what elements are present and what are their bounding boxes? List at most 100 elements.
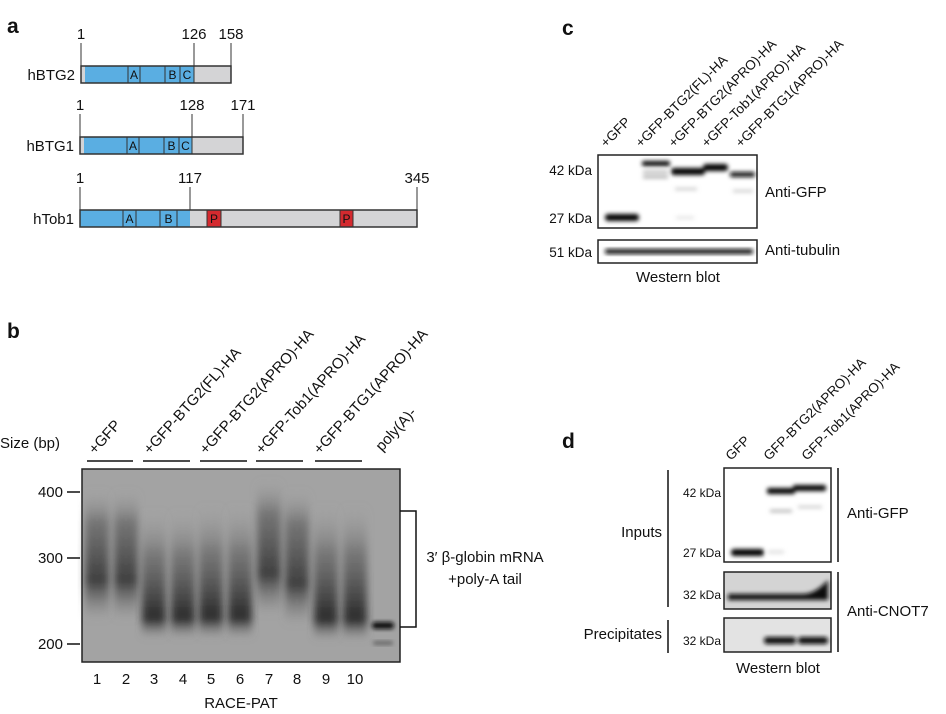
bracket-label-line1: 3′ β-globin mRNA — [426, 549, 543, 566]
marker-32kda-inputs: 32 kDa — [683, 588, 721, 602]
lane-smear — [142, 510, 166, 638]
panel-d: d GFP GFP-BTG2(APRO)-HAGFP-Tob1(APRO)-HA … — [562, 355, 929, 677]
lane-group-label: +GFP — [85, 417, 124, 458]
input-gfp-bands — [731, 485, 826, 556]
lane-smear — [314, 505, 338, 640]
residue-number-end: 171 — [230, 97, 255, 114]
lane-number: 9 — [322, 671, 330, 688]
size-axis-label: Size (bp) — [0, 435, 60, 452]
input-anti-gfp-blot — [723, 467, 832, 563]
lane-number: 3 — [150, 671, 158, 688]
gfp-bands — [605, 161, 755, 221]
motif-label: P — [342, 212, 350, 226]
precipitate-anti-cnot7-blot — [723, 617, 832, 653]
caption-western-blot: Western blot — [636, 269, 721, 286]
lane-number: 7 — [265, 671, 273, 688]
marker-42kda: 42 kDa — [549, 163, 592, 178]
section-precipitates: Precipitates — [584, 626, 662, 643]
panel-b: b Size (bp) +GFP +GFP-BTG2(FL)-HA+GFP-BTG… — [0, 320, 544, 712]
protein-outline — [80, 65, 232, 84]
lane-smear — [85, 490, 109, 620]
panel-label-d: d — [562, 430, 575, 453]
marker-51kda: 51 kDa — [549, 245, 592, 260]
panel-label-a: a — [7, 15, 19, 38]
box-label: B — [167, 139, 175, 153]
residue-number-end: 345 — [404, 170, 429, 187]
lane-smear — [257, 480, 281, 615]
panel-label-b: b — [7, 320, 20, 343]
lane-number: 2 — [122, 671, 130, 688]
lane-group-label: +GFP-BTG1(APRO)-HA — [310, 326, 431, 458]
lane-smear — [114, 490, 138, 620]
box-label: A — [125, 212, 133, 226]
residue-number-domain_end: 126 — [181, 26, 206, 43]
lane-label: +GFP — [598, 114, 634, 150]
size-tick-label: 300 — [38, 550, 63, 567]
input-anti-cnot7-blot — [723, 571, 832, 610]
lane-smear — [285, 490, 309, 625]
antibody-anti-gfp: Anti-GFP — [847, 505, 909, 522]
tubulin-band — [605, 249, 753, 254]
lane-smear — [199, 505, 223, 638]
bracket-label-line2: +poly-A tail — [448, 571, 522, 588]
panel-c: c +GFP +GFP-BTG2(FL)-HA+GFP-BTG2(APRO)-HA… — [549, 17, 846, 286]
antibody-anti-cnot7: Anti-CNOT7 — [847, 603, 929, 620]
protein-outline — [79, 209, 418, 228]
lane-number: 1 — [93, 671, 101, 688]
lane-number: 10 — [347, 671, 364, 688]
box-label: A — [130, 68, 138, 82]
protein-outline — [79, 136, 244, 155]
panel-label-c: c — [562, 17, 574, 40]
protein-hBTG2: hBTG2 A B C 1 126 158 — [27, 26, 243, 84]
lane-group-label: +GFP-BTG2(FL)-HA — [140, 344, 244, 457]
x-axis-label: RACE-PAT — [204, 695, 278, 712]
size-tick-label: 200 — [38, 636, 63, 653]
lane-group-label: +GFP-Tob1(APRO)-HA — [252, 331, 369, 458]
lane-smear — [343, 505, 367, 640]
box-label: C — [183, 68, 192, 82]
box-label: B — [164, 212, 172, 226]
gel-smears — [85, 480, 394, 645]
lane-label: GFP — [723, 433, 753, 463]
motif-label: P — [210, 212, 218, 226]
protein-hTob1: hTob1 A B P P 1 117 345 — [33, 170, 429, 228]
input-cnot7-band — [728, 580, 828, 600]
residue-number-start: 1 — [77, 26, 85, 43]
caption-western-blot: Western blot — [736, 660, 821, 677]
antibody-anti-tubulin: Anti-tubulin — [765, 242, 840, 259]
size-ticks: 400 300 200 — [38, 484, 80, 653]
residue-number-start: 1 — [76, 97, 84, 114]
box-label: A — [129, 139, 137, 153]
protein-name: hTob1 — [33, 211, 74, 228]
size-tick-label: 400 — [38, 484, 63, 501]
lane-smear — [171, 510, 195, 638]
box-label: C — [181, 139, 190, 153]
marker-27kda: 27 kDa — [549, 211, 592, 226]
section-inputs: Inputs — [621, 524, 662, 541]
lane-group-labels: +GFP +GFP-BTG2(FL)-HA+GFP-BTG2(APRO)-HA+G… — [85, 326, 431, 462]
lane-group-label: poly(A)- — [372, 404, 420, 454]
protein-name: hBTG2 — [27, 67, 75, 84]
antibody-anti-gfp: Anti-GFP — [765, 184, 827, 201]
residue-number-start: 1 — [76, 170, 84, 187]
residue-number-end: 158 — [218, 26, 243, 43]
lane-labels-c: +GFP +GFP-BTG2(FL)-HA+GFP-BTG2(APRO)-HA+G… — [598, 36, 847, 150]
lane-group-label: +GFP-BTG2(APRO)-HA — [196, 326, 317, 458]
lane-number: 8 — [293, 671, 301, 688]
marker-42kda: 42 kDa — [683, 486, 721, 500]
protein-hBTG1: hBTG1 A B C 1 128 171 — [26, 97, 255, 155]
residue-number-domain_end: 117 — [178, 170, 202, 187]
bracket — [400, 510, 417, 628]
lane-smear — [228, 505, 252, 638]
poly-a-minus-band — [372, 622, 394, 629]
lane-numbers: 1 2 3 4 5 6 7 8 9 10 — [93, 671, 364, 688]
box-label: B — [168, 68, 176, 82]
residue-number-domain_end: 128 — [179, 97, 204, 114]
poly-a-minus-band-lower — [373, 641, 393, 645]
lane-number: 6 — [236, 671, 244, 688]
